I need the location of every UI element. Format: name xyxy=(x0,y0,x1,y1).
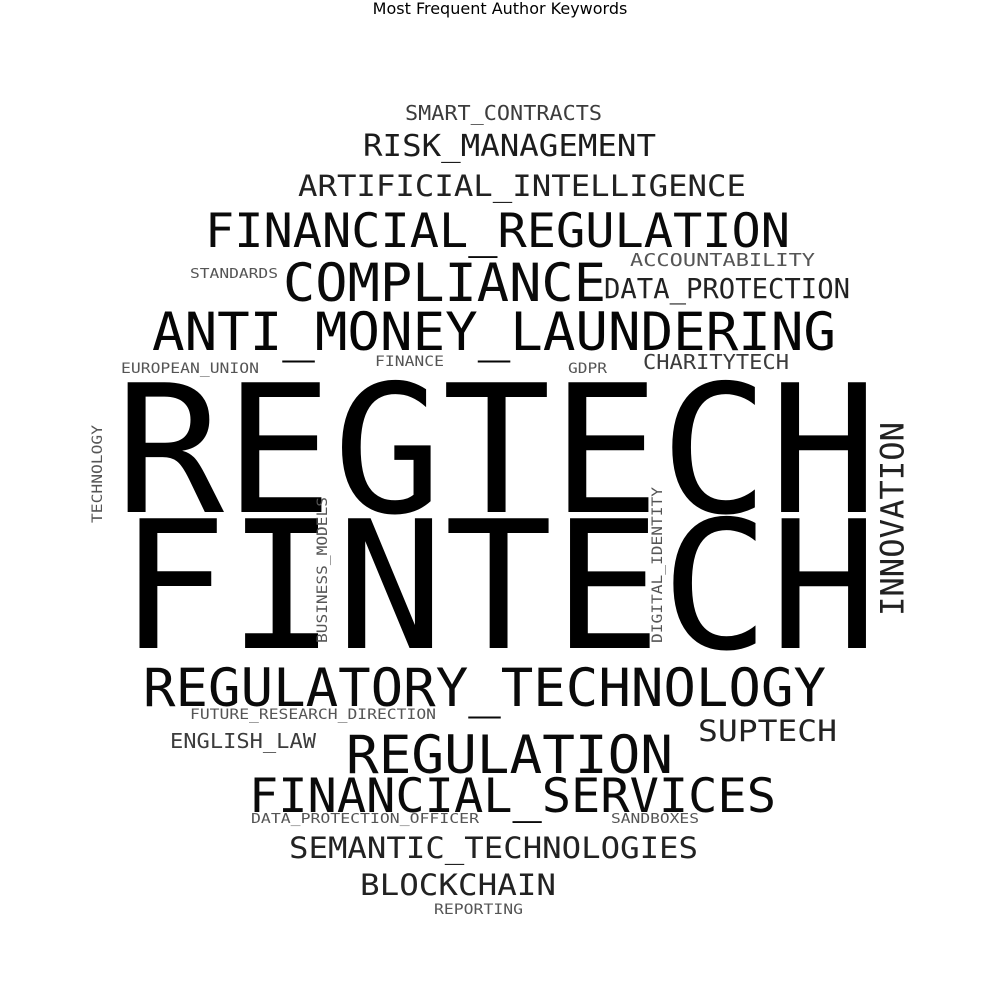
keyword-finance: FINANCE xyxy=(375,354,444,370)
keyword-standards: STANDARDS xyxy=(190,267,278,282)
keyword-artificial-intelligence: ARTIFICIAL_INTELLIGENCE xyxy=(298,169,746,204)
keyword-fintech: FINTECH xyxy=(119,483,878,690)
keyword-smart-contracts: SMART_CONTRACTS xyxy=(405,101,602,125)
keyword-risk-management: RISK_MANAGEMENT xyxy=(363,129,656,164)
keyword-digital-identity: DIGITAL_IDENTITY xyxy=(650,486,666,643)
keyword-blockchain: BLOCKCHAIN xyxy=(360,868,556,902)
keyword-charitytech: CHARITYTECH xyxy=(643,350,789,374)
keyword-regulatory-technology: REGULATORY_TECHNOLOGY xyxy=(143,658,826,719)
keyword-innovation: INNOVATION xyxy=(874,422,912,616)
keyword-sandboxes: SANDBOXES xyxy=(611,812,699,827)
keyword-business-models: BUSINESS_MODELS xyxy=(315,497,331,643)
keyword-data-protection: DATA_PROTECTION xyxy=(604,272,850,306)
keyword-data-protection-officer: DATA_PROTECTION_OFFICER xyxy=(251,812,479,827)
keyword-financial-services: FINANCIAL_SERVICES xyxy=(249,769,776,824)
keyword-gdpr: GDPR xyxy=(568,361,608,377)
keyword-compliance: COMPLIANCE xyxy=(283,253,606,314)
keyword-european-union: EUROPEAN_UNION xyxy=(121,361,259,377)
keyword-accountability: ACCOUNTABILITY xyxy=(630,250,815,271)
keyword-semantic-technologies: SEMANTIC_TECHNOLOGIES xyxy=(289,831,698,866)
keyword-technology: TECHNOLOGY xyxy=(90,424,106,523)
keyword-future-research-direction: FUTURE_RESEARCH_DIRECTION xyxy=(190,707,436,723)
keyword-financial-regulation: FINANCIAL_REGULATION xyxy=(205,204,790,259)
figure-title: Most Frequent Author Keywords xyxy=(372,0,628,18)
keyword-anti-money-laundering: ANTI_MONEY_LAUNDERING xyxy=(152,302,836,363)
keyword-reporting: REPORTING xyxy=(434,902,523,918)
keyword-regtech: REGTECH xyxy=(115,347,878,554)
keyword-regulation: REGULATION xyxy=(346,725,673,786)
keyword-english-law: ENGLISH_LAW xyxy=(170,729,317,753)
keyword-suptech: SUPTECH xyxy=(698,714,837,748)
